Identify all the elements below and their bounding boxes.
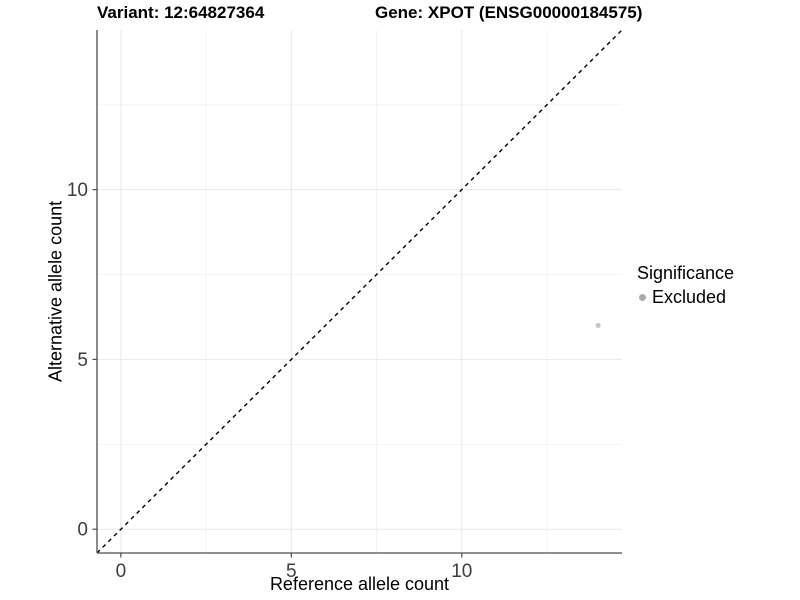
y-tick-label: 10 <box>67 180 88 201</box>
plot-title-gene: Gene: XPOT (ENSG00000184575) <box>375 3 643 22</box>
x-tick-label: 0 <box>116 561 127 582</box>
x-tick-label: 5 <box>286 561 297 582</box>
legend-item-label: Excluded <box>652 287 727 307</box>
excluded-point-icon <box>639 294 646 301</box>
identity-line <box>96 29 623 554</box>
legend-title: Significance <box>637 263 735 283</box>
y-tick-label: 5 <box>77 350 88 371</box>
legend: Significance Excluded <box>637 263 734 308</box>
y-axis-title: Alternative allele count <box>45 200 66 383</box>
x-tick-label: 10 <box>451 561 472 582</box>
x-axis-title: Reference allele count <box>269 574 450 594</box>
data-point <box>595 322 601 328</box>
plot-title-variant: Variant: 12:64827364 <box>97 3 265 22</box>
legend-item-excluded: Excluded <box>639 287 734 308</box>
y-tick-label: 0 <box>77 520 88 541</box>
